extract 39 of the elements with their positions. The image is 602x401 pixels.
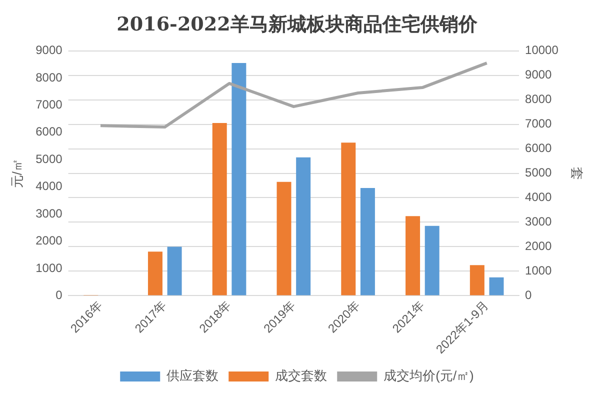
y2-tick-label: 6000 (525, 141, 552, 156)
y-tick-label: 8000 (36, 70, 63, 84)
y-tick-label: 5000 (36, 152, 63, 166)
bar (167, 246, 182, 296)
chart-title: 2016-2022羊马新城板块商品住宅供销价 (116, 13, 478, 36)
y2-tick-label: 8000 (525, 92, 552, 106)
y-tick-label: 4000 (36, 179, 63, 194)
y-axis-title: 元/㎡ (9, 158, 24, 188)
legend-label: 成交均价(元/㎡) (384, 368, 474, 384)
y-tick-label: 6000 (36, 124, 63, 139)
y2-tick-label: 3000 (525, 214, 552, 229)
bar (489, 277, 504, 296)
legend-label: 供应套数 (166, 368, 219, 384)
legend-label: 成交套数 (275, 368, 328, 384)
bar (232, 63, 246, 296)
y2-axis-title: 套 (570, 166, 585, 180)
bar (341, 142, 356, 296)
bar (360, 188, 375, 296)
y2-tick-label: 9000 (525, 68, 552, 82)
y-tick-label: 1000 (36, 260, 63, 275)
y-tick-label: 2000 (36, 234, 63, 248)
bar (276, 182, 292, 296)
y-tick-label: 9000 (36, 43, 63, 58)
y2-tick-label: 10000 (525, 43, 559, 58)
bar (296, 157, 311, 296)
y2-tick-label: 5000 (525, 166, 552, 180)
y2-tick-label: 1000 (525, 264, 552, 278)
y-tick-label: 0 (56, 288, 63, 302)
y-tick-label: 3000 (36, 206, 63, 220)
y2-tick-label: 7000 (525, 116, 552, 131)
y2-tick-label: 0 (525, 288, 532, 302)
bar (424, 226, 440, 296)
bar (212, 123, 227, 296)
y-tick-label: 7000 (36, 98, 63, 112)
y2-tick-label: 4000 (525, 190, 552, 204)
y2-tick-label: 2000 (525, 239, 552, 254)
bar (470, 265, 484, 296)
bar (148, 252, 162, 296)
bar (406, 216, 420, 296)
